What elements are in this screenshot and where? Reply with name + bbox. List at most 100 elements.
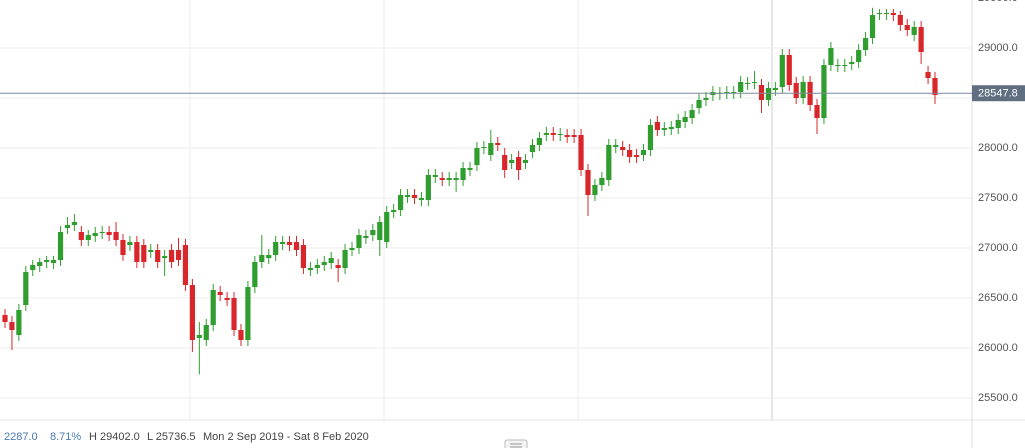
candle-body — [266, 255, 272, 258]
candle-body — [155, 250, 161, 262]
candle-body — [758, 85, 765, 100]
candle-body — [397, 195, 404, 210]
candle-body — [418, 198, 425, 200]
candle-body — [842, 65, 848, 66]
candle-body — [196, 335, 202, 338]
candle-body — [16, 310, 22, 335]
candle-body — [786, 55, 792, 85]
candle-body — [307, 268, 313, 270]
candle-body — [689, 110, 695, 118]
candle-body — [557, 134, 563, 135]
candle-body — [897, 15, 903, 25]
candle-body — [814, 105, 820, 118]
candle-body — [731, 92, 737, 93]
candle-body — [134, 242, 140, 262]
candle-body — [821, 65, 827, 118]
candle-body — [835, 65, 841, 66]
candle-body — [911, 27, 917, 35]
candle-body — [148, 250, 154, 252]
candle-body — [182, 245, 189, 285]
candle-body — [772, 88, 778, 90]
candle-body — [64, 225, 71, 228]
candle-body — [71, 222, 78, 225]
candle-body — [9, 322, 15, 330]
candle-body — [168, 250, 175, 262]
candle-body — [286, 242, 293, 245]
candle-body — [384, 212, 390, 242]
candle-body — [404, 195, 411, 197]
candle-body — [751, 82, 758, 83]
stat-change-pct: 8.71% — [50, 431, 81, 443]
y-tick-label: 27500.0 — [978, 192, 1018, 204]
grid — [0, 47, 972, 399]
candle-body — [92, 233, 98, 236]
candle-body — [335, 265, 341, 268]
stat-change: 2287.0 — [4, 431, 38, 443]
candle-body — [460, 168, 466, 180]
candle-body — [217, 292, 223, 295]
candle-body — [356, 235, 362, 248]
candle-body — [120, 240, 126, 255]
candle-body — [141, 245, 147, 262]
candle-body — [99, 232, 105, 233]
candle-body — [238, 330, 244, 340]
price-label: 28547.8 — [978, 88, 1018, 100]
candle-body — [37, 262, 43, 266]
candle-body — [668, 127, 674, 129]
candle-body — [564, 135, 570, 137]
candle-body — [890, 13, 896, 15]
time-grid — [189, 0, 773, 420]
candle-body — [765, 88, 772, 100]
candle-body — [30, 265, 36, 270]
candle-body — [113, 232, 119, 240]
candle-body — [189, 285, 195, 340]
candle-body — [633, 155, 640, 157]
y-tick-label: 27000.0 — [978, 242, 1018, 254]
candle-body — [474, 148, 480, 165]
price-label-box — [972, 85, 1025, 102]
candle-body — [522, 160, 529, 163]
candle-body — [328, 258, 334, 263]
candle-body — [162, 256, 168, 258]
candle-body — [502, 155, 508, 170]
candle-body — [856, 50, 862, 62]
candle-body — [925, 72, 931, 78]
candle-body — [467, 168, 473, 170]
candle-body — [509, 160, 515, 163]
candle-body — [175, 250, 182, 260]
y-tick-label: 25500.0 — [978, 392, 1018, 404]
candle-body — [203, 325, 209, 340]
candle-body — [696, 100, 702, 108]
candle-body — [536, 138, 543, 145]
candle-body — [23, 272, 29, 305]
candle-body — [78, 232, 84, 240]
candle-body — [904, 25, 910, 30]
candle-body — [280, 242, 286, 244]
candle-body — [488, 143, 494, 155]
candle-body — [675, 120, 681, 128]
stat-low: L 25736.5 — [147, 431, 196, 443]
candle-body — [252, 262, 258, 287]
candle-body — [293, 242, 300, 250]
resize-handle[interactable] — [504, 439, 528, 448]
candle-body — [883, 13, 890, 14]
candle-body — [745, 83, 751, 84]
stat-range: Mon 2 Sep 2019 - Sat 8 Feb 2020 — [203, 431, 369, 443]
candle-body — [2, 315, 8, 322]
candle-body — [543, 133, 549, 135]
candle-body — [654, 122, 660, 130]
y-tick-label: 29500.0 — [978, 0, 1018, 4]
candle-body — [363, 236, 369, 238]
candle-body — [106, 232, 112, 235]
candle-body — [446, 178, 452, 180]
candle-body — [529, 145, 536, 152]
candle-body — [300, 245, 307, 268]
candle-body — [515, 157, 522, 170]
candle-body — [342, 250, 348, 268]
candle-body — [314, 265, 320, 268]
y-tick-label: 26500.0 — [978, 292, 1018, 304]
candle-body — [224, 298, 230, 300]
candle-body — [862, 38, 869, 50]
candle-body — [231, 298, 237, 330]
